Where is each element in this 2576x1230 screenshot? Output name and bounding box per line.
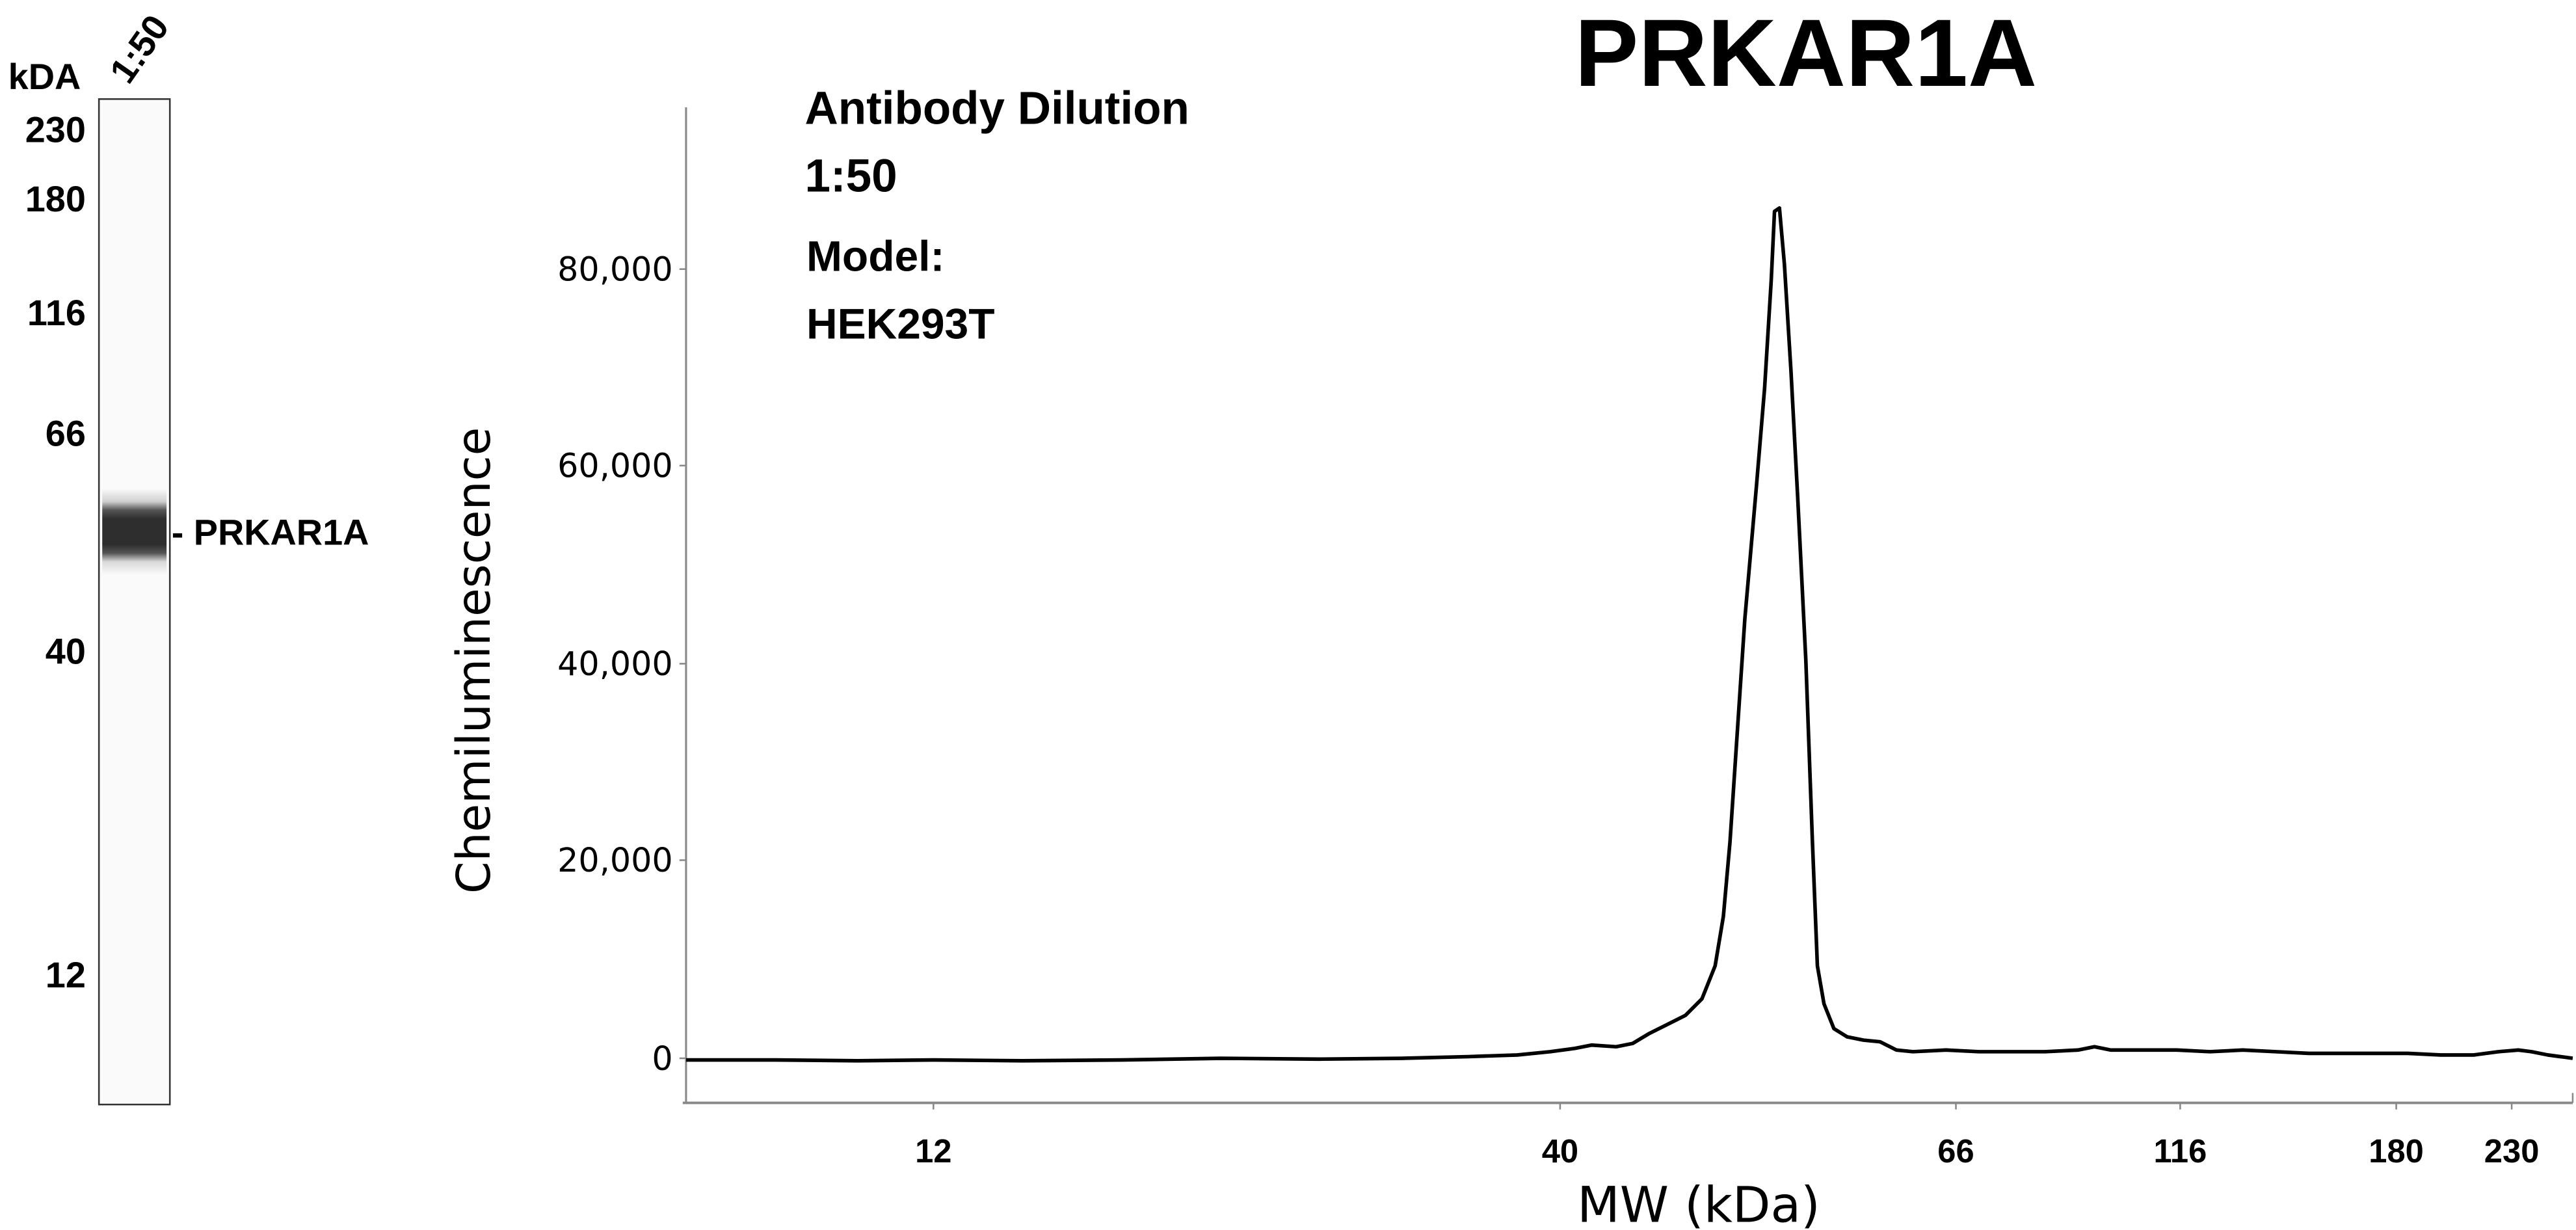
axes: 0 20,000 40,000 60,000 80,000 12 40 66 1… xyxy=(447,107,2574,1230)
marker-230: 230 xyxy=(25,109,86,150)
chemiluminescence-trace xyxy=(685,206,2573,1063)
y-axis-label: Chemiluminescence xyxy=(447,427,501,894)
x-ticks: 12 40 66 116 180 230 xyxy=(915,1103,2539,1170)
x-tick-66: 66 xyxy=(1937,1132,1974,1170)
marker-66: 66 xyxy=(46,412,86,453)
annotation-dilution-label: Antibody Dilution xyxy=(804,83,1189,134)
y-tick-60000: 60,000 xyxy=(557,447,672,485)
marker-180: 180 xyxy=(25,178,86,219)
marker-40: 40 xyxy=(46,630,86,671)
marker-12: 12 xyxy=(46,954,86,995)
lane-label: 1:50 xyxy=(101,7,177,90)
gel-band xyxy=(102,488,167,575)
y-tick-0: 0 xyxy=(652,1039,672,1078)
y-ticks: 0 20,000 40,000 60,000 80,000 xyxy=(557,250,686,1078)
x-tick-180: 180 xyxy=(2369,1132,2424,1170)
chart-title: PRKAR1A xyxy=(1574,0,2037,107)
band-label: - PRKAR1A xyxy=(172,512,369,553)
annotation-dilution-value: 1:50 xyxy=(804,150,897,202)
x-tick-116: 116 xyxy=(2153,1132,2207,1170)
annotation-model-label: Model: xyxy=(806,232,944,280)
x-axis-label: MW (kDa) xyxy=(1577,1175,1820,1230)
gel-lane xyxy=(98,98,171,1106)
x-tick-230: 230 xyxy=(2484,1132,2540,1170)
y-tick-40000: 40,000 xyxy=(557,645,672,683)
kda-unit-label: kDA xyxy=(8,56,81,97)
x-tick-12: 12 xyxy=(915,1132,951,1170)
annotation-block: Antibody Dilution 1:50 Model: HEK293T xyxy=(804,83,1189,347)
y-tick-80000: 80,000 xyxy=(557,250,672,288)
marker-labels: 230 180 116 66 40 12 xyxy=(25,109,86,995)
gel-panel: kDA 1:50 - PRKAR1A 230 180 116 66 40 12 xyxy=(8,7,369,1106)
y-tick-20000: 20,000 xyxy=(557,841,672,879)
annotation-model-value: HEK293T xyxy=(806,299,994,347)
marker-116: 116 xyxy=(27,292,86,333)
x-tick-40: 40 xyxy=(1542,1132,1578,1170)
